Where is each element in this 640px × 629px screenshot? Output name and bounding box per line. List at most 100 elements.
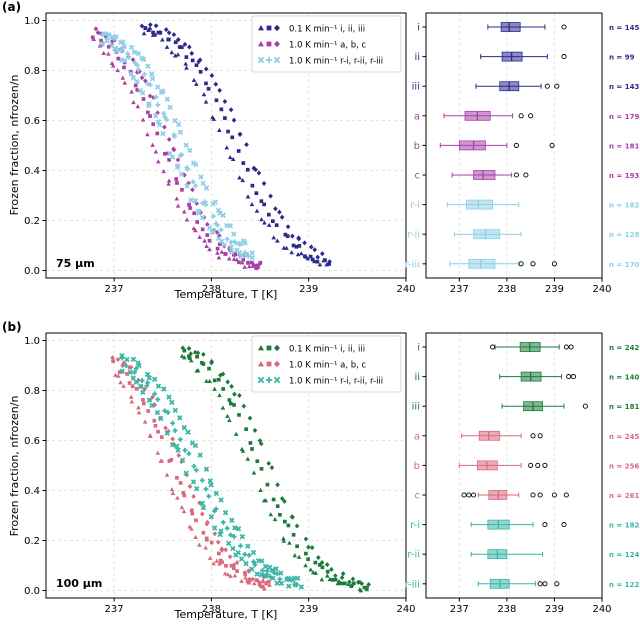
panel-a-point [202,238,207,243]
panel-a-point [290,233,295,239]
panel-b-point [247,577,252,582]
panel-b-boxplots: i n = 242 ii n = 140 iii n = 181 a n = 245 b n = … [405,342,639,590]
panel-b-point [225,379,231,385]
panel-a-point [171,134,177,139]
panel-a-ylabel: Frozen fraction, nfrozen/n [8,75,21,216]
panel-b-point [194,518,198,523]
panel-a-point [284,245,289,250]
panel-a-point [283,232,288,237]
panel-a-box-outlier [513,142,519,148]
panel-b-point [231,566,236,571]
panel-a-point [131,99,136,105]
panel-b-point [294,575,301,581]
panel-b-point [181,424,187,431]
panel-a-point [285,234,290,238]
panel-b-point [192,442,199,449]
panel-a-point [242,264,248,269]
panel-a-point [241,161,246,165]
panel-a-point [205,221,210,227]
panel-b-box-xtick-label: 237 [450,604,469,615]
panel-b-point [227,398,232,402]
panel-b-point [291,532,296,537]
panel-a-point [250,183,255,188]
panel-b-point [218,497,224,503]
panel-a-point [308,254,313,259]
panel-b-point [128,394,134,399]
panel-a-point [169,50,175,55]
panel-a-point [236,249,243,256]
panel-a-point [152,113,159,119]
panel-b-point [156,429,160,434]
panel-b-xlabel: Temperature, T [K] [174,608,278,621]
panel-a-point [166,30,172,36]
panel-a-point [175,157,181,163]
panel-b-box-outlier [530,492,536,498]
panel-b-point [187,356,192,361]
panel-b-point [182,355,187,360]
panel-a-point [289,250,294,255]
panel-b-point [154,409,161,416]
panel-a-point [200,180,206,187]
panel-b-point [275,504,280,509]
panel-a-point [215,250,220,255]
panel-a-box-iqr [473,229,501,240]
panel-b-ytick-label: 0.0 [24,586,40,597]
panel-a-point [203,202,209,207]
panel-a-point [312,247,318,253]
panel-a-point [199,215,206,221]
panel-a-point [315,254,320,260]
panel-a-point [217,87,222,93]
panel-b-point [292,553,298,558]
panel-a-point [147,82,153,88]
panel-b-point [175,447,181,454]
panel-b-point [333,573,338,579]
panel-b-point [262,586,267,591]
panel-b-point [259,558,265,564]
panel-a-point [274,223,279,228]
panel-a-point [228,249,235,255]
panel-b-point [281,538,287,543]
panel-b-point [212,386,217,391]
panel-b-point [343,581,347,586]
panel-b-point [189,508,194,513]
panel-b-box-outlier [568,344,574,350]
panel-a-point [115,68,120,73]
panel-a-point [129,89,134,94]
panel-b-point [127,381,132,385]
panel-b-point [113,372,118,377]
panel-b-point [229,383,234,389]
panel-b-box-n-label: n = 245 [609,433,639,441]
panel-a-box-n-label: n = 145 [609,24,639,32]
panel-a-point [155,102,161,108]
panel-b-point [190,479,197,485]
panel-a-box-xtick-label: 238 [497,284,516,295]
panel-a-point [262,202,267,207]
panel-b-point [163,425,168,431]
panel-a-point [207,238,212,243]
panel-b-box-outlier [542,522,548,528]
panel-a-point [203,185,210,191]
panel-a-point [217,233,222,239]
panel-b-box-n-label: n = 256 [609,462,639,470]
panel-a-point [251,262,256,268]
panel-a-box-n-label: n = 193 [609,172,639,180]
panel-b-point [197,452,203,458]
panel-b-point [181,490,186,495]
panel-a-point [134,78,140,85]
panel-b-point [120,363,125,369]
panel-b-point [333,577,338,582]
panel-b-point [146,375,152,381]
panel-b-point [159,458,165,463]
panel-a-point [157,30,163,36]
panel-b-point [170,420,176,426]
panel-b-point [175,475,179,480]
panel-b-point [174,443,180,449]
panel-b-point [304,551,308,556]
panel-a-legend-marker-rep [257,56,265,64]
panel-a-point [190,187,195,193]
panel-b-point [229,517,235,523]
panel-a-scatter [90,22,332,271]
panel-a-point [137,68,142,75]
panel-b-point [278,580,285,586]
panel-b-point [255,459,260,464]
